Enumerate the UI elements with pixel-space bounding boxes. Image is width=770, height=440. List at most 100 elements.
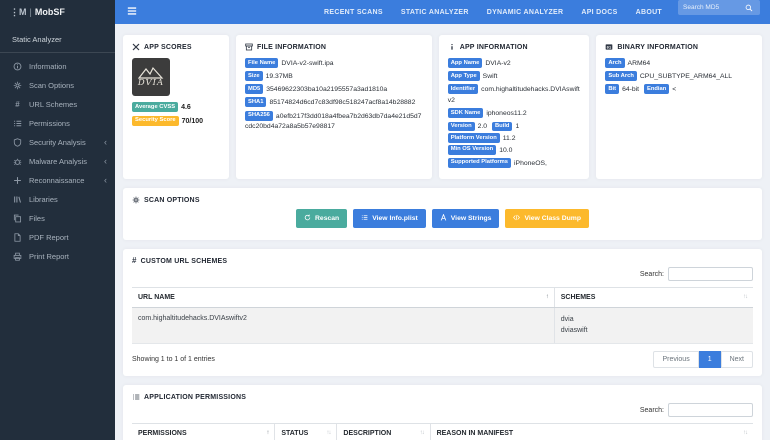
column-header-status[interactable]: STATUS ↑↓: [274, 423, 337, 440]
next-page-button[interactable]: Next: [720, 351, 753, 369]
sort-both-icon: ↑↓: [743, 294, 748, 301]
binary-information-card: 01 BINARY INFORMATION Arch ARM64 Sub Arch…: [596, 35, 762, 180]
sidebar-item-scan-options[interactable]: Scan Options: [0, 76, 115, 95]
scheme-value: dvia: [560, 316, 574, 324]
sha1-badge: SHA1: [245, 97, 267, 108]
nav-about[interactable]: ABOUT: [635, 8, 662, 16]
permissions-table: PERMISSIONS ↑ STATUS ↑↓ DESCRIPTION ↑↓ R…: [132, 423, 753, 440]
app-icon: DVIA: [132, 58, 170, 96]
info-icon: [13, 62, 22, 71]
app-name-badge: App Name: [447, 58, 483, 68]
scheme-value: dviaswift: [560, 326, 588, 334]
app-type-badge: App Type: [447, 71, 480, 82]
version-value: 2.0: [477, 123, 488, 131]
sidebar-item-security-analysis[interactable]: Security Analysis ‹: [0, 133, 115, 152]
sidebar-item-label: Files: [29, 214, 45, 223]
previous-page-button[interactable]: Previous: [653, 351, 699, 369]
file-name-value: DVIA-v2-swift.ipa: [281, 59, 334, 67]
app-information-title: APP INFORMATION: [459, 43, 528, 51]
column-header-reason[interactable]: REASON IN MANIFEST ↑↓: [429, 423, 753, 440]
brand-separator: |: [29, 7, 32, 17]
nav-recent-scans[interactable]: RECENT SCANS: [324, 8, 383, 16]
sort-asc-icon: ↑: [266, 430, 269, 437]
file-information-title: FILE INFORMATION: [257, 43, 327, 51]
identifier-badge: Identifier: [447, 84, 479, 95]
sidebar-item-url-schemes[interactable]: # URL Schemes: [0, 95, 115, 114]
sdk-name-value: iphoneos11.2: [486, 110, 527, 118]
sidebar-item-pdf-report[interactable]: PDF Report: [0, 228, 115, 247]
info-cards-row: APP SCORES DVIA Average CVSS 4.6 Security…: [123, 35, 762, 180]
permissions-title: APPLICATION PERMISSIONS: [144, 393, 247, 401]
url-schemes-table: URL NAME ↑ SCHEMES ↑↓ com.highaltitudeha…: [132, 287, 753, 345]
table-row: com.highaltitudehacks.DVIAswiftv2 dvia d…: [132, 307, 753, 345]
view-info-plist-button[interactable]: View Info.plist: [353, 209, 426, 229]
archive-icon: [245, 43, 253, 51]
sidebar-item-permissions[interactable]: Permissions: [0, 114, 115, 133]
app-scores-card: APP SCORES DVIA Average CVSS 4.6 Security…: [123, 35, 229, 180]
file-pdf-icon: [13, 233, 22, 242]
view-strings-button[interactable]: View Strings: [431, 209, 500, 229]
nav-api-docs[interactable]: API DOCS: [581, 8, 618, 16]
printer-icon: [13, 252, 22, 261]
url-schemes-search-input[interactable]: [668, 267, 753, 282]
sidebar-item-libraries[interactable]: Libraries: [0, 190, 115, 209]
security-score-value: 70/100: [181, 117, 204, 125]
copy-icon: [13, 214, 22, 223]
sidebar-item-label: Scan Options: [29, 81, 75, 90]
md5-badge: MD5: [245, 84, 264, 95]
sidebar-item-label: Print Report: [29, 252, 70, 261]
nav-dynamic-analyzer[interactable]: DYNAMIC ANALYZER: [486, 8, 564, 16]
sha1-value: 85174824d6cd7c83df98c518247acf8a14b28882: [269, 99, 416, 107]
column-header-permissions[interactable]: PERMISSIONS ↑: [132, 423, 275, 440]
page-1-button[interactable]: 1: [698, 351, 721, 369]
file-information-card: FILE INFORMATION File Name DVIA-v2-swift.…: [236, 35, 432, 180]
permissions-search-input[interactable]: [668, 403, 753, 418]
app-scores-title: APP SCORES: [144, 43, 192, 51]
sort-both-icon: ↑↓: [419, 430, 425, 437]
table-info-text: Showing 1 to 1 of 1 entries: [132, 356, 215, 364]
sort-both-icon: ↑↓: [326, 430, 331, 437]
shield-icon: [13, 138, 22, 147]
url-schemes-title: CUSTOM URL SCHEMES: [140, 257, 228, 265]
view-class-dump-button[interactable]: View Class Dump: [505, 209, 589, 229]
endian-value: <: [672, 86, 677, 94]
chevron-left-icon: ‹: [104, 156, 107, 166]
app-type-value: Swift: [482, 72, 498, 80]
scan-options-buttons: Rescan View Info.plist View Strings View…: [132, 207, 753, 232]
md5-search-input[interactable]: [683, 4, 745, 11]
rescan-button[interactable]: Rescan: [296, 209, 348, 229]
brand-name: MobSF: [34, 7, 65, 17]
permissions-card: APPLICATION PERMISSIONS Search: PERMISSI…: [123, 385, 762, 440]
sha256-value: a0efb217f3dd018a4fbea7b2d63db7da4e21d5d7…: [245, 112, 422, 131]
main-content: APP SCORES DVIA Average CVSS 4.6 Security…: [115, 24, 770, 440]
nav-static-analyzer[interactable]: STATIC ANALYZER: [400, 8, 469, 16]
font-icon: [440, 213, 447, 223]
column-header-description[interactable]: DESCRIPTION ↑↓: [336, 423, 431, 440]
chevron-left-icon: ‹: [104, 137, 107, 147]
plus-icon: [13, 176, 22, 185]
build-badge: Build: [491, 121, 513, 132]
arch-value: ARM64: [627, 59, 651, 67]
sidebar-item-print-report[interactable]: Print Report: [0, 247, 115, 266]
mobsf-brand[interactable]: ⋮M | MobSF: [0, 0, 115, 24]
binary-information-title: BINARY INFORMATION: [617, 43, 699, 51]
url-name-cell: com.highaltitudehacks.DVIAswiftv2: [132, 307, 555, 345]
column-header-url-name[interactable]: URL NAME ↑: [132, 287, 555, 309]
sdk-name-badge: SDK Name: [447, 108, 484, 119]
hash-icon: #: [132, 256, 137, 266]
min-os-version-value: 10.0: [499, 146, 513, 154]
sort-both-icon: ↑↓: [743, 430, 748, 437]
sidebar-item-malware-analysis[interactable]: Malware Analysis ‹: [0, 152, 115, 171]
tools-icon: [132, 43, 140, 51]
sidebar-toggle-button[interactable]: [115, 0, 149, 24]
sidebar-item-files[interactable]: Files: [0, 209, 115, 228]
refresh-icon: [304, 214, 311, 223]
column-header-schemes[interactable]: SCHEMES ↑↓: [553, 287, 753, 309]
sidebar-item-information[interactable]: Information: [0, 57, 115, 76]
gear-icon: [132, 196, 140, 204]
app-name-value: DVIA-v2: [485, 59, 511, 67]
mobsf-logo-icon: ⋮M: [10, 6, 27, 17]
search-icon[interactable]: [745, 0, 753, 17]
sidebar-item-reconnaissance[interactable]: Reconnaissance ‹: [0, 171, 115, 190]
version-badge: Version: [447, 121, 475, 132]
